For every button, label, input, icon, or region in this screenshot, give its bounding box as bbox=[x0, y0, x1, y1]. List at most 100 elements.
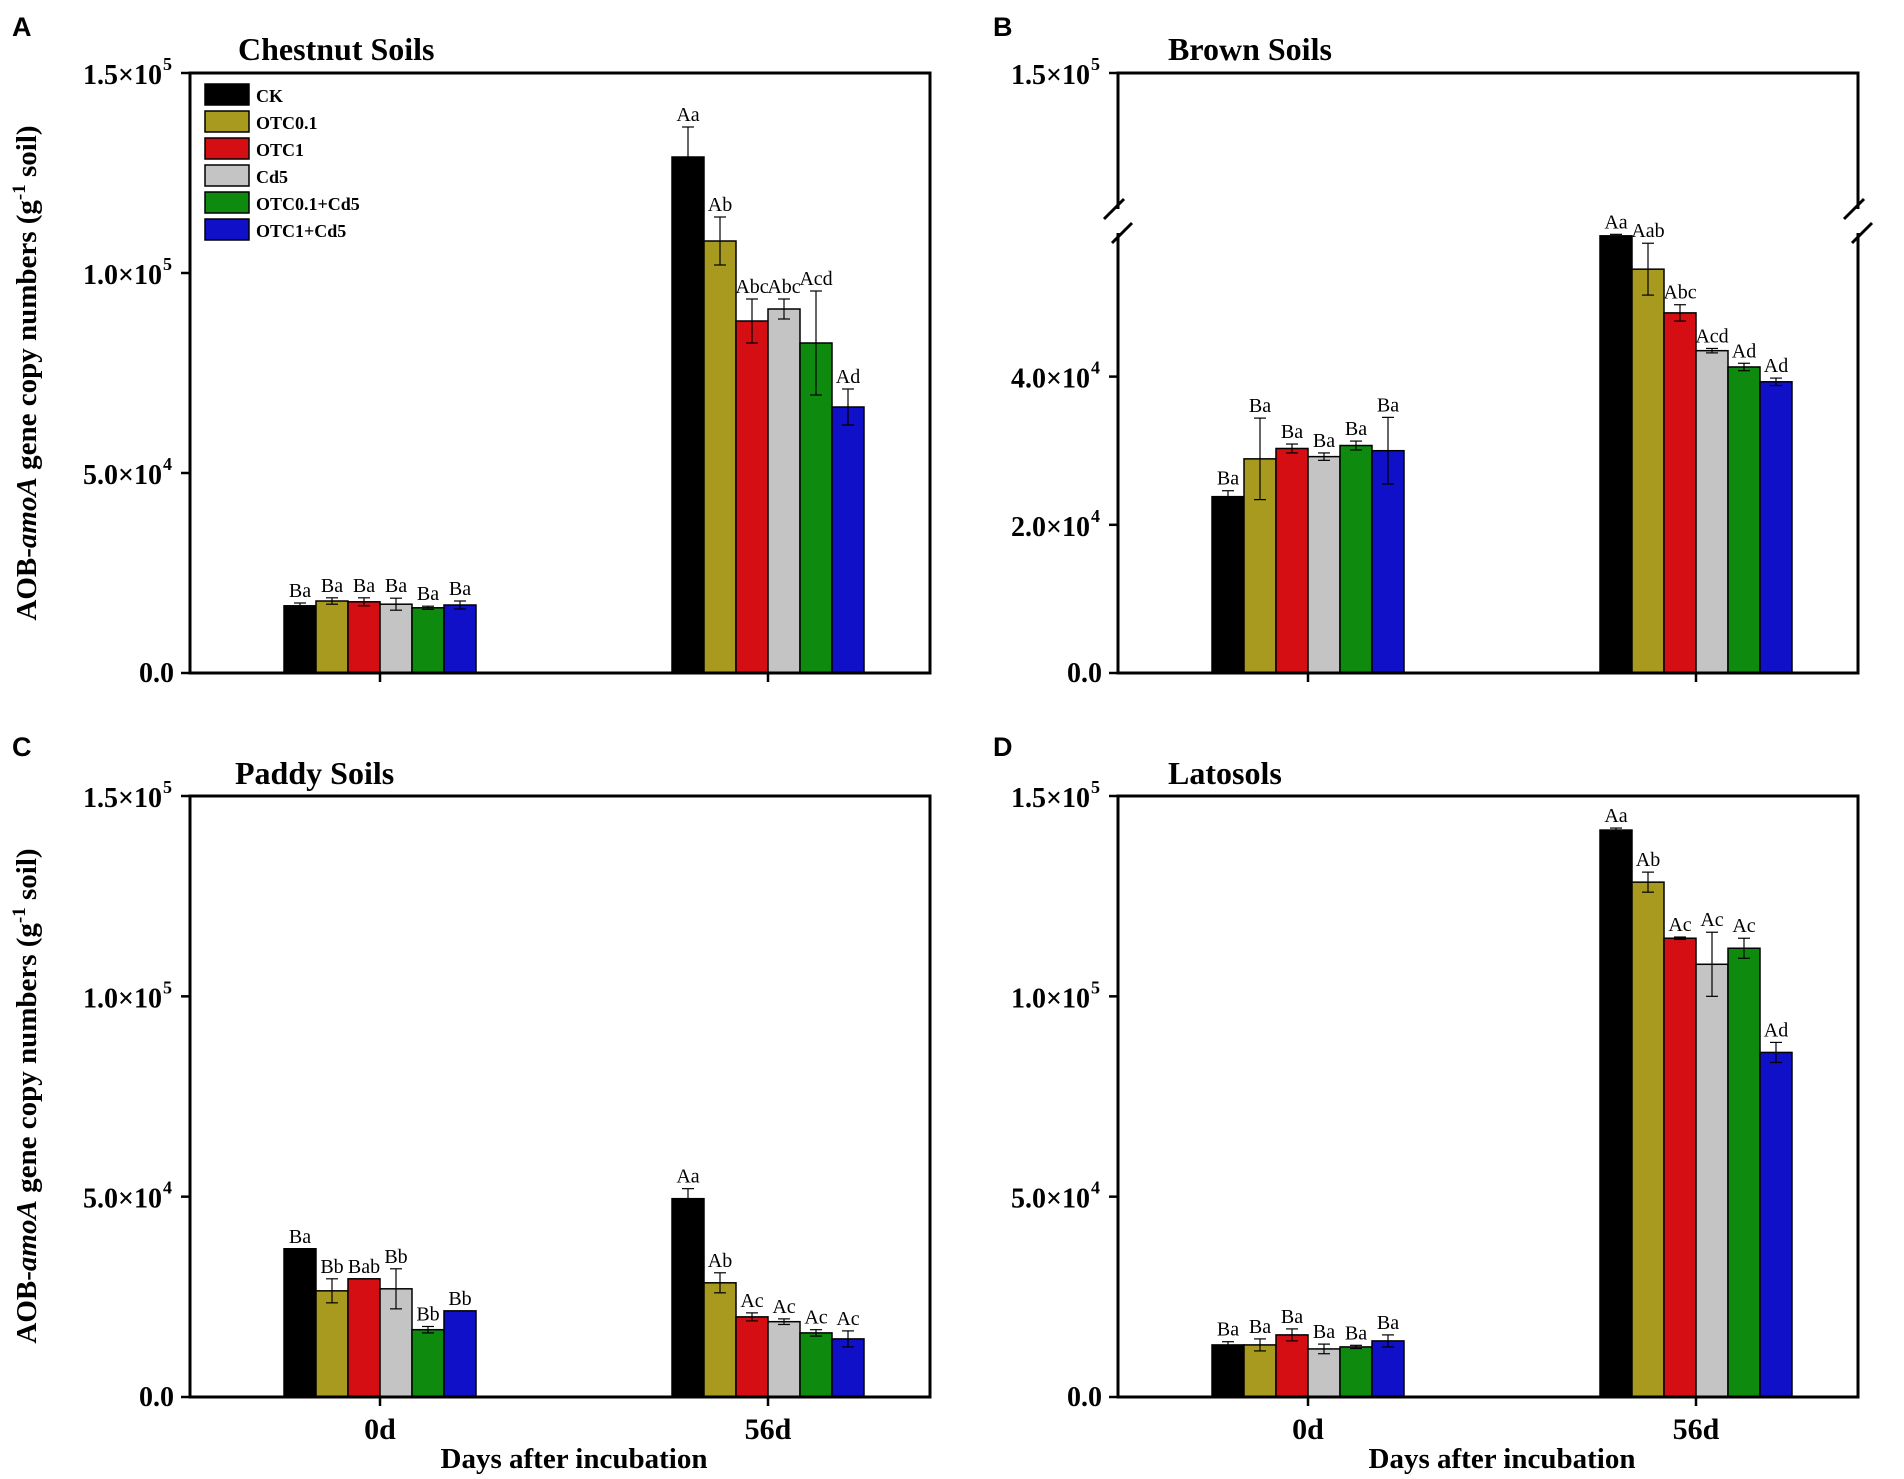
bar bbox=[703, 240, 737, 674]
y-tick-mantissa: 1.5×10 bbox=[1011, 60, 1090, 91]
bar bbox=[1339, 444, 1373, 674]
y-axis-title-part: amoA bbox=[11, 1200, 43, 1271]
significance-label: Ac bbox=[1732, 915, 1755, 937]
bar bbox=[443, 604, 477, 674]
axis-break-gap bbox=[1850, 209, 1866, 233]
y-tick-mantissa: 1.0×10 bbox=[83, 983, 162, 1014]
legend-swatch bbox=[204, 218, 250, 241]
significance-label: Acd bbox=[1695, 325, 1728, 347]
y-tick-mantissa: 2.0×10 bbox=[1011, 512, 1090, 543]
panel-title: Chestnut Soils bbox=[238, 31, 435, 67]
bar bbox=[735, 1316, 769, 1398]
bar bbox=[1211, 1344, 1245, 1398]
y-axis-title-part: soil) bbox=[11, 125, 43, 184]
significance-label: Ad bbox=[1764, 1019, 1788, 1041]
y-axis-title-part: gene copy numbers (g bbox=[11, 200, 43, 478]
plot-frame bbox=[188, 794, 932, 1399]
y-tick-mantissa: 1.5×10 bbox=[83, 60, 162, 91]
bar bbox=[735, 320, 769, 674]
bar bbox=[411, 607, 445, 674]
significance-label: Aa bbox=[1604, 211, 1627, 233]
bar bbox=[703, 1282, 737, 1398]
plot-frame bbox=[1116, 71, 1860, 675]
x-tick-label: 0d bbox=[364, 1413, 396, 1446]
bar bbox=[1759, 1051, 1793, 1398]
bar bbox=[347, 1278, 381, 1398]
significance-label: Bb bbox=[384, 1246, 407, 1268]
legend-swatch bbox=[204, 164, 250, 187]
y-tick-mantissa: 4.0×10 bbox=[1011, 364, 1090, 395]
bar bbox=[347, 601, 381, 674]
legend-label: Cd5 bbox=[256, 167, 288, 187]
significance-label: Ab bbox=[708, 194, 732, 216]
significance-label: Ac bbox=[804, 1307, 827, 1329]
bar bbox=[1599, 235, 1633, 674]
y-tick-exponent: 5 bbox=[163, 254, 172, 274]
significance-label: Ba bbox=[321, 575, 343, 597]
y-tick-mantissa: 5.0×10 bbox=[83, 460, 162, 491]
y-axis-title-part: -1 bbox=[9, 907, 30, 923]
significance-label: Acd bbox=[799, 268, 832, 290]
significance-label: Ba bbox=[417, 583, 439, 605]
y-tick-mantissa: 5.0×10 bbox=[83, 1184, 162, 1215]
legend: CK OTC0.1 OTC1 Cd5 OTC0.1+Cd5 OTC1+Cd5 bbox=[204, 83, 360, 241]
bar bbox=[1631, 881, 1665, 1398]
bar bbox=[767, 308, 801, 674]
y-tick-exponent: 5 bbox=[163, 977, 172, 997]
legend-label: OTC1+Cd5 bbox=[256, 221, 346, 241]
y-tick-exponent: 4 bbox=[163, 1178, 172, 1198]
significance-label: Ba bbox=[1217, 1319, 1239, 1341]
significance-label: Bb bbox=[416, 1303, 439, 1325]
significance-label: Ac bbox=[836, 1308, 859, 1330]
y-tick-label: 1.0×10 5 bbox=[1011, 977, 1100, 1014]
significance-label: Bab bbox=[348, 1256, 380, 1278]
x-tick-label: 0d bbox=[1292, 1413, 1324, 1446]
y-tick-label: 1.5×10 5 bbox=[1011, 54, 1100, 91]
axis-break-mark bbox=[1842, 197, 1866, 221]
x-tick-label: 56d bbox=[745, 1413, 792, 1446]
y-axis-title: AOB-amoA gene copy numbers (g-1 soil) bbox=[9, 848, 43, 1343]
significance-label: Ba bbox=[1217, 468, 1239, 490]
bar bbox=[671, 156, 705, 674]
plot-frame bbox=[188, 71, 932, 675]
y-tick-exponent: 5 bbox=[1091, 977, 1100, 997]
y-axis-title-part: soil) bbox=[11, 848, 43, 907]
legend-label: OTC0.1 bbox=[256, 113, 318, 133]
bar bbox=[1307, 455, 1341, 674]
y-tick-label: 1.0×10 5 bbox=[83, 977, 172, 1014]
panel-letter: C bbox=[12, 732, 32, 762]
y-tick-exponent: 5 bbox=[1091, 777, 1100, 797]
significance-label: Aab bbox=[1631, 220, 1664, 242]
panel-letter: A bbox=[12, 12, 32, 42]
bar bbox=[1727, 947, 1761, 1398]
bar bbox=[1307, 1348, 1341, 1398]
bar bbox=[671, 1197, 705, 1398]
significance-label: Ba bbox=[1313, 430, 1335, 452]
y-tick-label: 5.0×10 4 bbox=[83, 454, 172, 491]
y-tick-label: 0.0 bbox=[139, 1382, 174, 1413]
bar bbox=[1339, 1346, 1373, 1398]
legend-label: OTC1 bbox=[256, 140, 304, 160]
significance-label: Ba bbox=[1377, 1312, 1399, 1334]
plot-frame bbox=[1116, 794, 1860, 1399]
y-tick-exponent: 5 bbox=[163, 54, 172, 74]
y-tick-exponent: 4 bbox=[1091, 1178, 1100, 1198]
significance-label: Ad bbox=[1764, 355, 1788, 377]
x-axis-title: Days after incubation bbox=[441, 1443, 708, 1475]
bar bbox=[1695, 349, 1729, 674]
significance-label: Ab bbox=[1636, 849, 1660, 871]
significance-label: Bb bbox=[320, 1256, 343, 1278]
significance-label: Aa bbox=[676, 104, 699, 126]
y-tick-label: 1.0×10 5 bbox=[83, 254, 172, 291]
y-tick-label: 4.0×10 4 bbox=[1011, 358, 1100, 395]
legend-swatch bbox=[204, 83, 250, 106]
bar bbox=[1631, 268, 1665, 674]
panel-letter: D bbox=[993, 732, 1013, 762]
chart-panel-d: D Latosols Ba Ba Ba Ba Ba Ba 0d Aa Ab Ac Ac Ac Ad 56d 0.… bbox=[993, 732, 1860, 1446]
bar bbox=[799, 1332, 833, 1398]
legend-swatch bbox=[204, 137, 250, 160]
significance-label: Ac bbox=[740, 1290, 763, 1312]
